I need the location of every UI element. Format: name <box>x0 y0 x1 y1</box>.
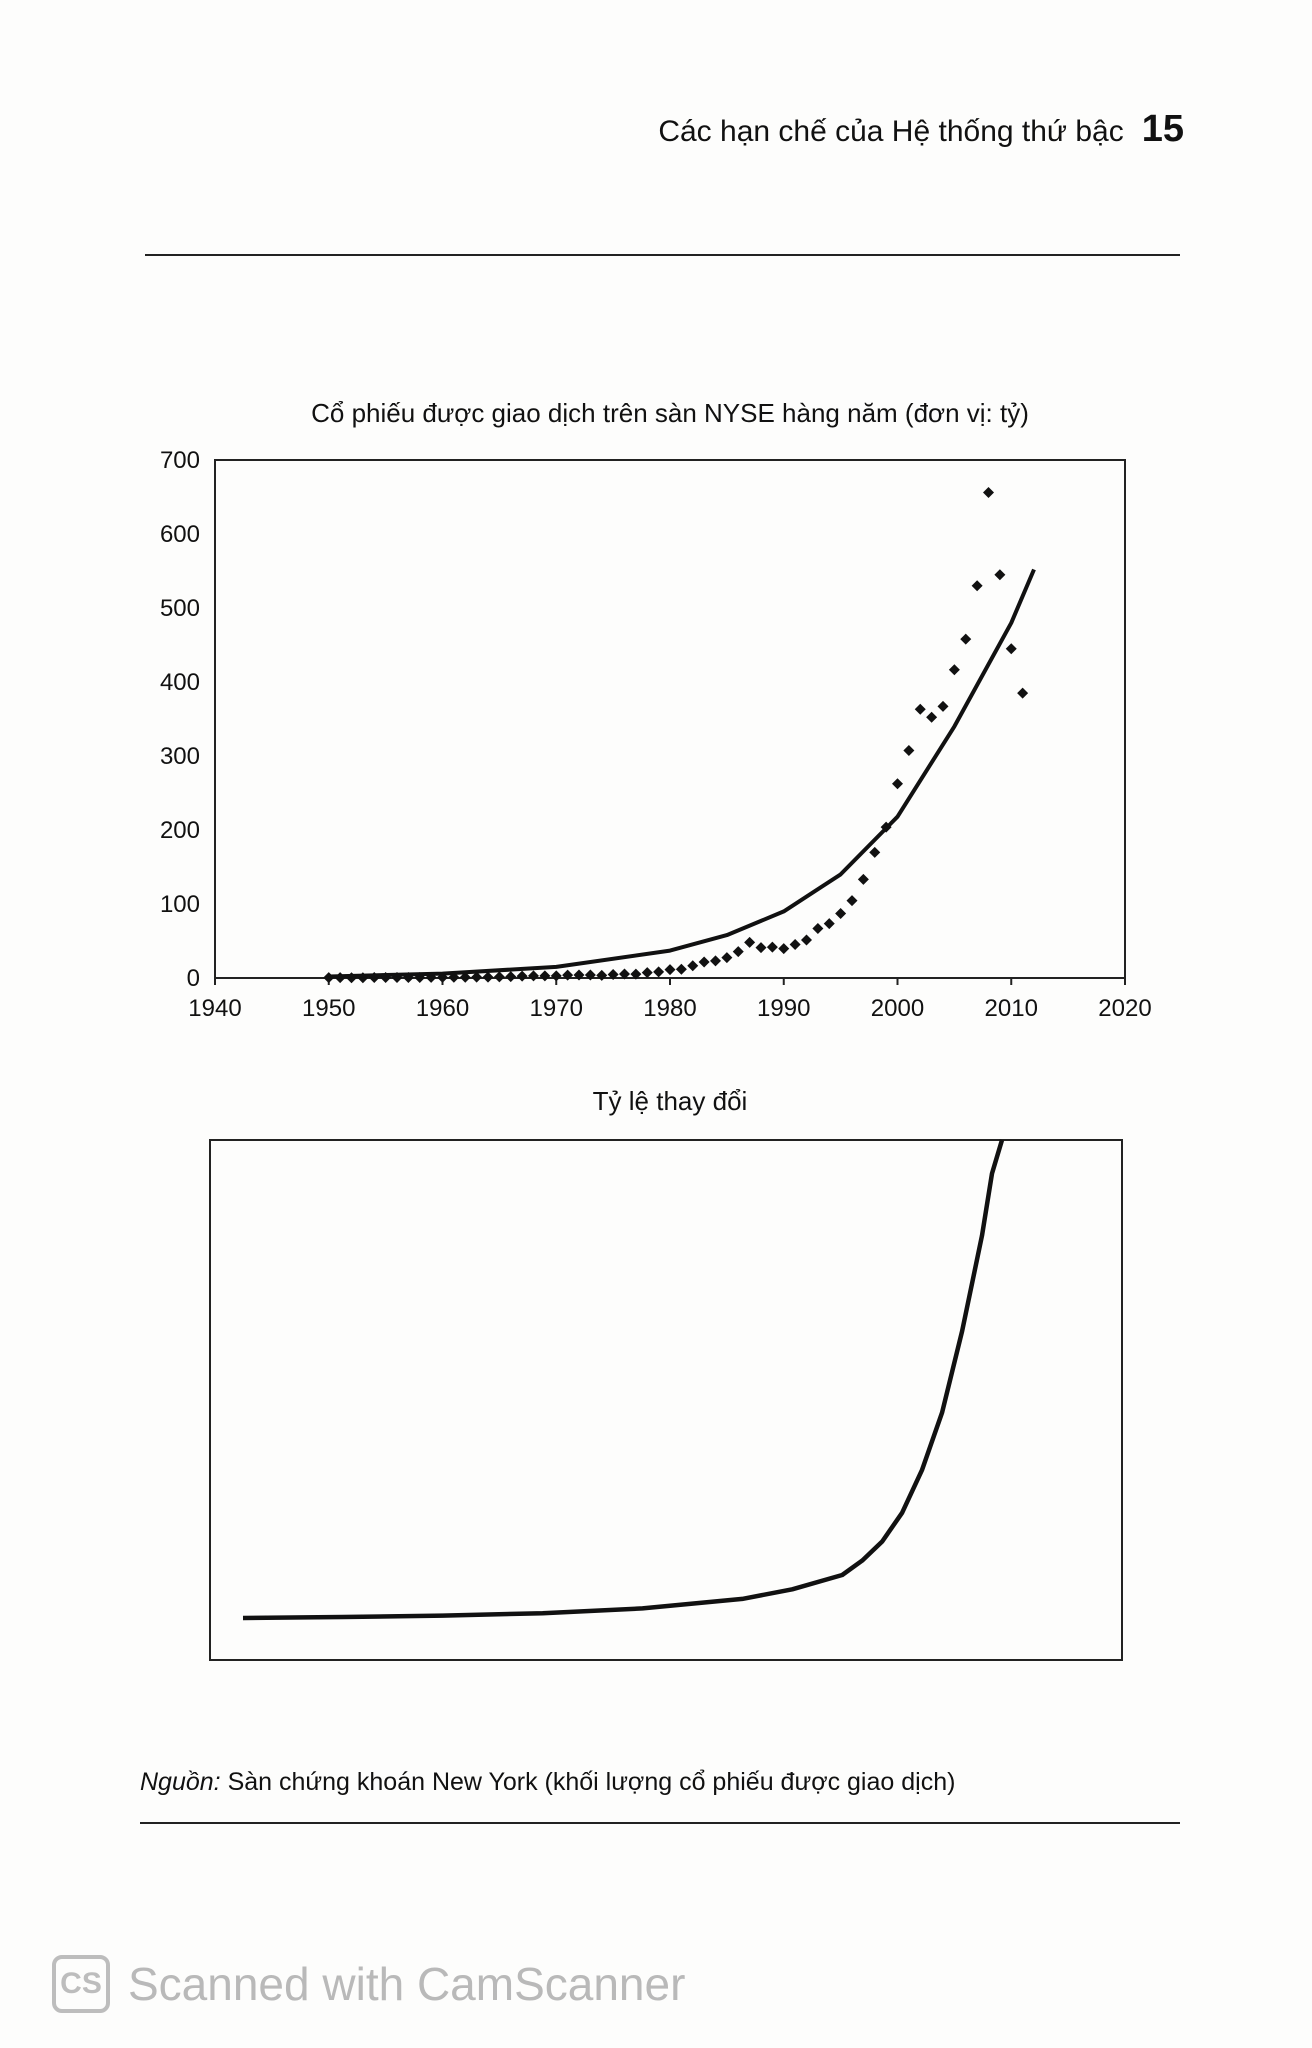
x-tick-label: 1990 <box>757 995 810 1022</box>
data-point <box>960 633 972 645</box>
data-point <box>584 969 596 981</box>
y-tick-label: 600 <box>160 521 200 548</box>
data-point <box>744 936 756 948</box>
data-point <box>607 969 619 981</box>
x-tick-label: 1980 <box>643 995 696 1022</box>
camscanner-logo: CS <box>52 1955 110 2013</box>
data-point <box>778 943 790 955</box>
chart1-shares-traded: 1940 1950 1960 1970 1980 1990 2000 2010 2020 0 100… <box>160 447 1152 1022</box>
data-point <box>493 971 505 983</box>
x-tick-label: 1970 <box>530 995 583 1022</box>
data-point <box>766 941 778 953</box>
x-tick-label: 2000 <box>871 995 924 1022</box>
page-header: Các hạn chế của Hệ thống thứ bậc 15 <box>658 108 1184 151</box>
x-tick-label: 1940 <box>188 995 241 1022</box>
y-tick-label: 500 <box>160 595 200 622</box>
data-point <box>732 946 744 958</box>
data-point <box>573 969 585 981</box>
y-tick-label: 700 <box>160 447 200 474</box>
data-point <box>630 968 642 980</box>
chart2-title: Tỷ lệ thay đổi <box>592 1086 748 1116</box>
source-note: Nguồn: Sàn chứng khoán New York (khối lư… <box>140 1768 955 1797</box>
data-point <box>948 664 960 676</box>
top-rule <box>145 254 1180 256</box>
data-point <box>937 700 949 712</box>
chart2-rate-of-change <box>209 1139 1123 1661</box>
data-point <box>1017 687 1029 699</box>
data-point <box>755 942 767 954</box>
chart1-plot-frame <box>214 459 1126 979</box>
data-point <box>903 744 915 756</box>
data-point <box>698 956 710 968</box>
data-point <box>664 964 676 976</box>
x-tick-label: 2010 <box>985 995 1038 1022</box>
data-point <box>983 487 994 499</box>
data-point <box>516 970 528 982</box>
y-tick-label: 0 <box>187 965 200 992</box>
data-point <box>459 971 471 983</box>
data-point <box>914 703 926 715</box>
x-tick-label: 1960 <box>416 995 469 1022</box>
data-point <box>528 970 539 982</box>
data-point <box>539 970 551 982</box>
data-point <box>675 963 687 975</box>
chart2-plot-frame <box>209 1139 1123 1661</box>
chart1-title: Cổ phiếu được giao dịch trên sàn NYSE hà… <box>311 398 1029 428</box>
data-point <box>812 922 824 934</box>
y-tick-label: 200 <box>160 817 200 844</box>
data-point <box>641 967 653 979</box>
x-tick-label: 2020 <box>1098 995 1151 1022</box>
y-tick-label: 400 <box>160 669 200 696</box>
data-point <box>801 934 812 946</box>
bottom-rule <box>140 1822 1180 1824</box>
data-point <box>482 971 494 983</box>
data-point <box>619 968 630 980</box>
data-point <box>846 895 858 907</box>
data-point <box>869 846 881 858</box>
data-point <box>653 966 665 978</box>
y-tick-label: 300 <box>160 743 200 770</box>
data-point <box>892 778 903 790</box>
data-point <box>505 971 517 983</box>
page-number: 15 <box>1141 108 1184 150</box>
x-tick-label: 1950 <box>302 995 355 1022</box>
data-point <box>596 969 608 981</box>
data-point <box>835 907 847 919</box>
y-tick-label: 100 <box>160 891 200 918</box>
source-label: Nguồn: <box>140 1768 221 1796</box>
data-point <box>1005 643 1017 655</box>
source-text: Sàn chứng khoán New York (khối lượng cổ … <box>220 1768 956 1796</box>
data-point <box>721 952 733 964</box>
data-point <box>857 873 869 885</box>
rate-of-change-curve <box>242 1139 1005 1621</box>
chapter-title: Các hạn chế của Hệ thống thứ bậc <box>658 115 1124 148</box>
data-point <box>687 960 699 972</box>
camscanner-watermark: CS Scanned with CamScanner <box>52 1955 685 2013</box>
data-point <box>971 580 983 592</box>
data-point <box>994 569 1006 581</box>
watermark-text: Scanned with CamScanner <box>128 1958 686 2010</box>
data-point <box>926 711 938 723</box>
data-point <box>471 971 483 983</box>
data-point <box>823 918 835 930</box>
data-point <box>550 970 562 982</box>
data-point <box>710 955 721 967</box>
trend-line <box>328 568 1036 979</box>
data-point <box>789 938 801 950</box>
data-point <box>562 969 574 981</box>
